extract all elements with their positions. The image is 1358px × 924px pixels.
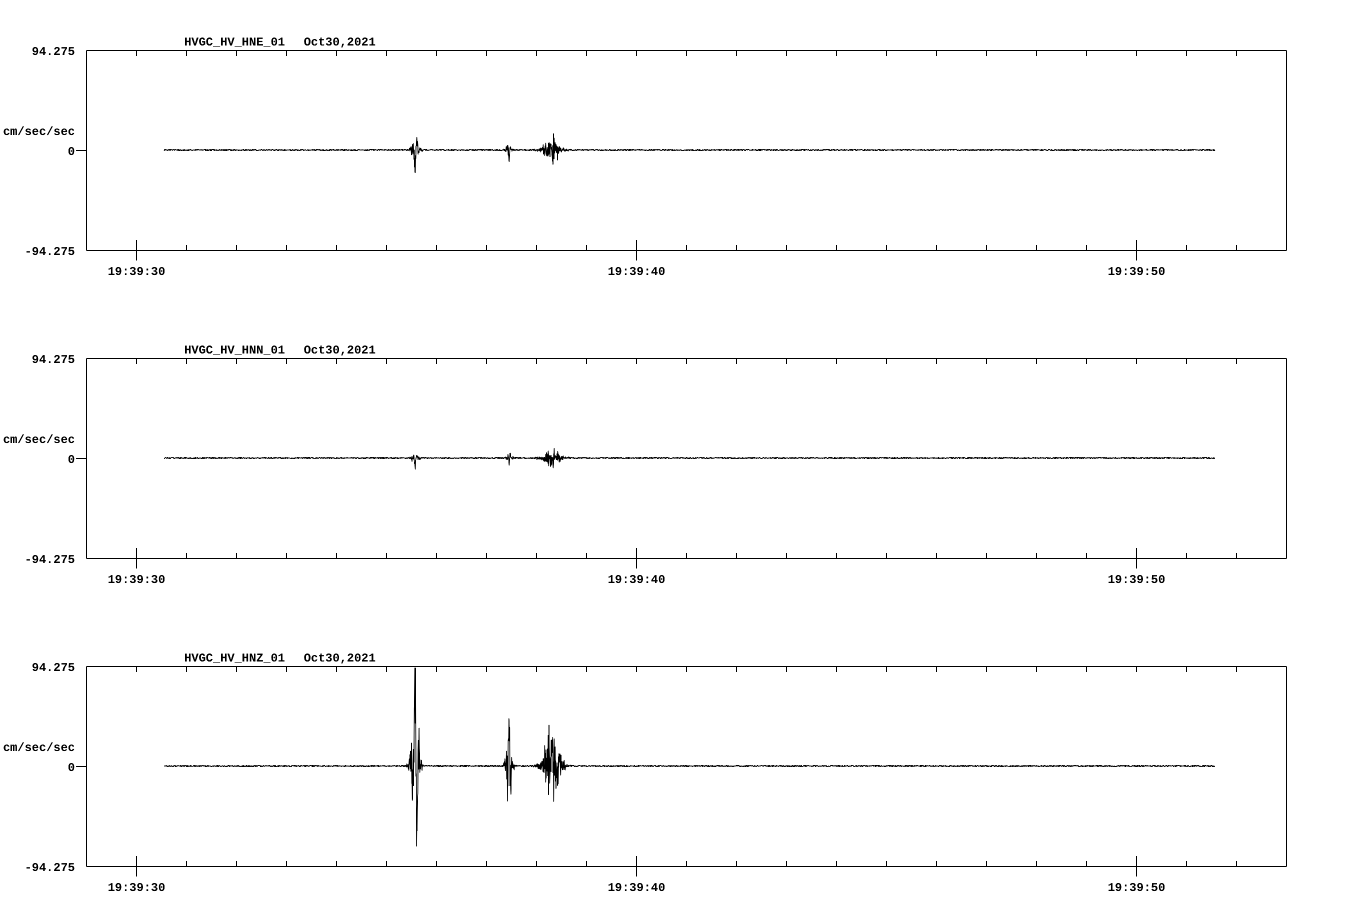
svg-text:cm/sec/sec: cm/sec/sec	[3, 125, 75, 139]
svg-text:19:39:40: 19:39:40	[608, 265, 666, 279]
svg-text:0: 0	[68, 145, 75, 159]
svg-text:19:39:50: 19:39:50	[1108, 573, 1166, 587]
svg-text:19:39:50: 19:39:50	[1108, 881, 1166, 895]
svg-text:0: 0	[68, 761, 75, 775]
svg-text:94.275: 94.275	[32, 353, 75, 367]
svg-text:0: 0	[68, 453, 75, 467]
svg-text:-94.275: -94.275	[25, 245, 75, 259]
svg-text:19:39:50: 19:39:50	[1108, 265, 1166, 279]
svg-text:Oct30,2021: Oct30,2021	[304, 344, 376, 358]
svg-text:-94.275: -94.275	[25, 861, 75, 875]
svg-text:-94.275: -94.275	[25, 553, 75, 567]
svg-text:94.275: 94.275	[32, 45, 75, 59]
svg-text:HVGC_HV_HNZ_01: HVGC_HV_HNZ_01	[184, 652, 285, 666]
svg-text:Oct30,2021: Oct30,2021	[304, 652, 376, 666]
svg-text:cm/sec/sec: cm/sec/sec	[3, 433, 75, 447]
svg-text:94.275: 94.275	[32, 661, 75, 675]
svg-text:19:39:30: 19:39:30	[108, 573, 166, 587]
svg-text:cm/sec/sec: cm/sec/sec	[3, 741, 75, 755]
svg-text:19:39:30: 19:39:30	[108, 881, 166, 895]
svg-text:HVGC_HV_HNN_01: HVGC_HV_HNN_01	[184, 344, 285, 358]
svg-text:Oct30,2021: Oct30,2021	[304, 36, 376, 50]
svg-text:19:39:40: 19:39:40	[608, 573, 666, 587]
svg-text:19:39:40: 19:39:40	[608, 881, 666, 895]
svg-text:19:39:30: 19:39:30	[108, 265, 166, 279]
svg-text:HVGC_HV_HNE_01: HVGC_HV_HNE_01	[184, 36, 285, 50]
